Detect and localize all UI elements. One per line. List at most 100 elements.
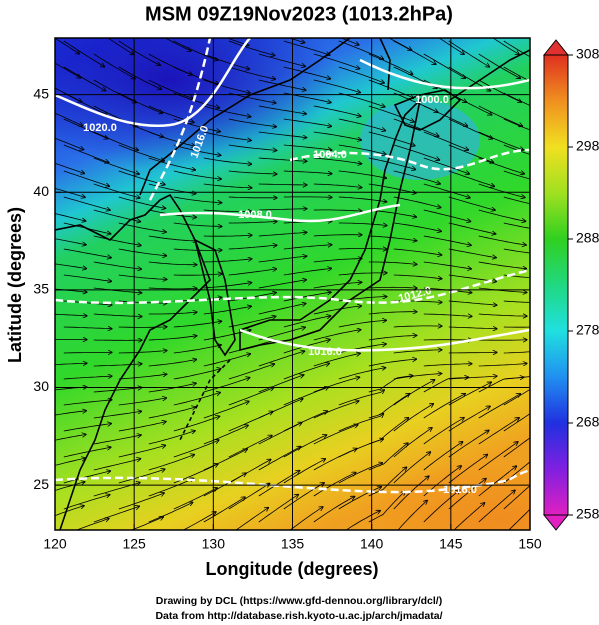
streamline xyxy=(173,40,218,60)
streamline xyxy=(228,269,277,276)
streamline xyxy=(55,506,84,517)
streamline xyxy=(258,447,301,471)
streamline xyxy=(448,430,489,458)
streamline xyxy=(368,105,414,122)
streamline xyxy=(203,235,252,236)
streamline xyxy=(393,144,440,160)
streamline xyxy=(503,413,530,432)
streamline xyxy=(368,359,417,367)
streamline xyxy=(55,482,85,491)
streamline xyxy=(448,248,496,258)
streamline xyxy=(478,466,517,497)
streamline xyxy=(203,157,252,164)
streamline xyxy=(283,435,327,458)
streamline xyxy=(228,245,277,250)
streamline xyxy=(228,170,277,174)
streamline xyxy=(148,407,196,419)
streamline xyxy=(118,144,164,161)
streamline xyxy=(393,118,439,136)
footer-line: Drawing by DCL (https://www.gfd-dennou.o… xyxy=(156,595,442,607)
streamline xyxy=(393,350,442,354)
streamline xyxy=(313,183,362,188)
coastline-sakhalin xyxy=(379,38,391,91)
streamline xyxy=(368,394,410,419)
streamline xyxy=(55,411,87,416)
streamline xyxy=(63,170,110,186)
streamline xyxy=(478,442,518,471)
streamline xyxy=(313,157,362,164)
streamline xyxy=(93,79,136,103)
streamline xyxy=(63,92,107,115)
contour-line xyxy=(359,58,530,90)
streamline xyxy=(226,38,249,45)
streamline xyxy=(173,488,217,510)
streamline xyxy=(55,187,85,197)
streamline xyxy=(203,401,249,419)
streamline xyxy=(503,389,530,406)
streamline xyxy=(393,248,442,255)
streamline xyxy=(368,335,417,341)
streamline xyxy=(338,273,387,276)
streamline xyxy=(283,363,329,380)
streamline xyxy=(228,388,274,406)
streamline xyxy=(63,40,105,67)
streamline xyxy=(148,455,195,471)
streamline xyxy=(148,131,195,146)
streamline xyxy=(63,196,110,210)
streamline xyxy=(283,292,331,302)
streamline xyxy=(313,425,358,445)
streamline xyxy=(313,306,361,315)
streamline xyxy=(55,238,86,245)
streamline xyxy=(313,210,362,211)
streamline xyxy=(368,157,416,170)
streamline xyxy=(423,183,470,198)
streamline xyxy=(93,183,140,198)
streamline xyxy=(235,508,268,530)
streamline xyxy=(55,62,81,78)
streamline xyxy=(313,353,360,367)
streamline xyxy=(338,320,387,328)
colorbar-tick-label: 258 xyxy=(576,506,599,522)
x-axis-label: Longitude (degrees) xyxy=(205,559,378,579)
coastline-kurils xyxy=(449,49,530,101)
y-tick-label: 30 xyxy=(33,378,49,394)
streamline xyxy=(63,248,111,258)
streamline xyxy=(423,394,465,419)
streamline xyxy=(55,38,80,54)
x-tick-label: 145 xyxy=(439,536,463,552)
streamline xyxy=(228,364,275,380)
x-tick-label: 125 xyxy=(122,536,146,552)
streamline xyxy=(63,495,110,510)
streamline xyxy=(368,287,417,288)
streamline xyxy=(313,497,355,523)
streamline xyxy=(228,436,272,458)
streamline xyxy=(338,414,384,432)
streamline xyxy=(93,506,139,523)
streamline xyxy=(173,144,221,155)
streamline xyxy=(478,394,521,419)
streamline xyxy=(448,118,493,139)
streamline xyxy=(63,471,111,484)
y-tick-label: 35 xyxy=(33,281,49,297)
x-tick-label: 140 xyxy=(360,536,384,552)
streamline xyxy=(393,404,434,432)
streamline xyxy=(203,105,251,117)
streamline xyxy=(368,183,416,193)
streamline xyxy=(368,53,413,74)
streamline xyxy=(228,197,277,198)
streamline xyxy=(228,144,277,150)
streamline xyxy=(148,479,194,497)
streamline xyxy=(478,490,515,523)
streamline xyxy=(368,235,417,241)
streamline xyxy=(448,196,495,210)
streamline xyxy=(423,261,472,269)
coastline-islands xyxy=(179,359,231,441)
streamline xyxy=(503,92,530,106)
streamline xyxy=(423,209,471,221)
streamline xyxy=(438,38,464,54)
streamline xyxy=(55,137,84,150)
streamline xyxy=(258,495,299,523)
streamline xyxy=(203,131,251,140)
y-axis-label: Latitude (degrees) xyxy=(5,207,25,363)
